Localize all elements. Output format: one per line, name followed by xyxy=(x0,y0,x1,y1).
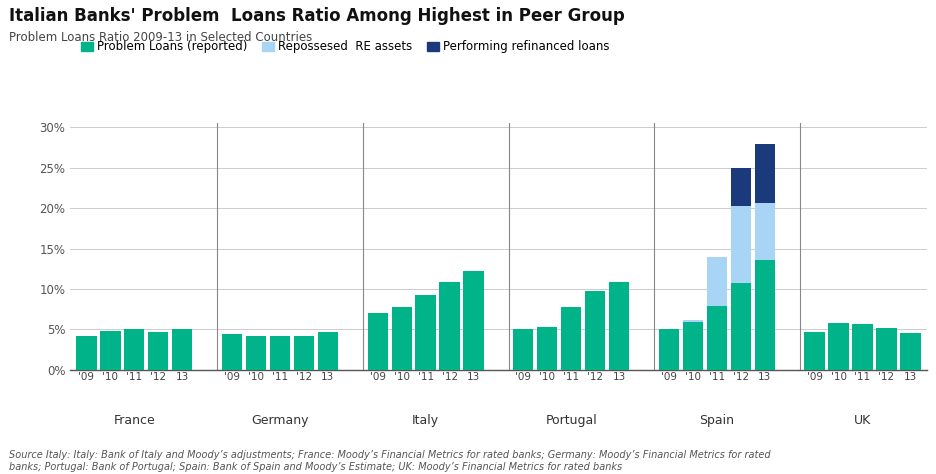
Bar xyxy=(246,336,266,370)
Text: UK: UK xyxy=(854,414,871,427)
Text: France: France xyxy=(113,414,155,427)
Bar xyxy=(585,291,606,370)
Bar xyxy=(804,332,825,370)
Bar xyxy=(609,283,629,370)
Bar xyxy=(707,257,727,306)
Bar xyxy=(731,168,751,207)
Bar xyxy=(731,283,751,370)
Text: Problem Loans Ratio 2009-13 in Selected Countries: Problem Loans Ratio 2009-13 in Selected … xyxy=(9,31,313,44)
Bar xyxy=(416,295,436,370)
Bar xyxy=(100,331,121,370)
Bar xyxy=(439,283,460,370)
Bar xyxy=(682,322,703,370)
Bar xyxy=(368,313,388,370)
Bar xyxy=(317,332,338,370)
Text: Portugal: Portugal xyxy=(546,414,597,427)
Bar xyxy=(537,327,558,370)
Bar xyxy=(270,336,290,370)
Text: Source Italy: Italy: Bank of Italy and Moody’s adjustments; France: Moody’s Fina: Source Italy: Italy: Bank of Italy and M… xyxy=(9,450,771,472)
Bar xyxy=(682,320,703,322)
Bar xyxy=(754,260,775,370)
Text: Italy: Italy xyxy=(412,414,439,427)
Bar xyxy=(876,328,897,370)
Bar xyxy=(828,323,849,370)
Bar xyxy=(124,329,144,370)
Bar xyxy=(659,328,680,370)
Bar xyxy=(76,336,96,370)
Bar xyxy=(561,307,581,370)
Bar xyxy=(754,144,775,203)
Bar xyxy=(148,332,168,370)
Bar xyxy=(900,333,921,370)
Bar xyxy=(222,334,242,370)
Bar xyxy=(754,203,775,260)
Bar xyxy=(707,306,727,370)
Bar xyxy=(731,207,751,283)
Text: Germany: Germany xyxy=(251,414,309,427)
Bar xyxy=(513,328,534,370)
Legend: Problem Loans (reported), Repossesed  RE assets, Performing refinanced loans: Problem Loans (reported), Repossesed RE … xyxy=(76,36,615,58)
Text: Spain: Spain xyxy=(699,414,735,427)
Bar xyxy=(294,336,314,370)
Bar xyxy=(172,328,193,370)
Bar xyxy=(391,307,412,370)
Bar xyxy=(463,271,484,370)
Text: Italian Banks' Problem  Loans Ratio Among Highest in Peer Group: Italian Banks' Problem Loans Ratio Among… xyxy=(9,7,625,25)
Bar xyxy=(853,324,872,370)
